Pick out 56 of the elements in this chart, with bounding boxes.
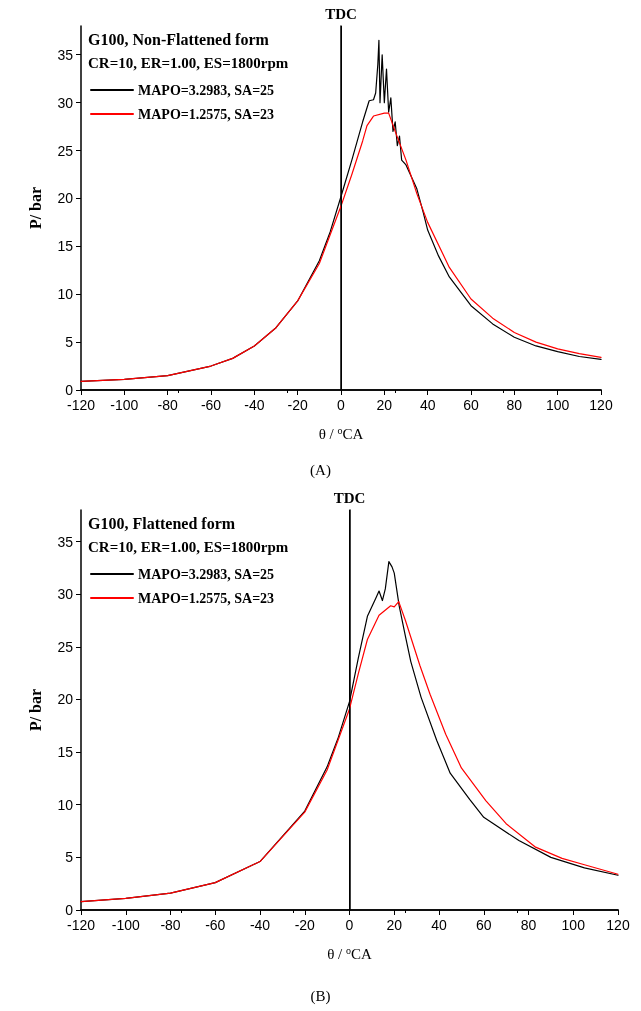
x-tick-label: 0	[345, 917, 354, 933]
y-tick-label: 5	[65, 334, 74, 351]
ref-line-label: TDC	[333, 489, 366, 506]
y-axis-title: P/ bar	[26, 186, 44, 230]
text: CR=10, ER=1.00, ES=1800rpm	[88, 54, 289, 71]
x-tick-label: -120	[66, 917, 96, 933]
legend-label: MAPO=1.2575, SA=23	[138, 106, 275, 122]
x-tick-label: -100	[111, 917, 140, 933]
legend-label: MAPO=3.2983, SA=25	[138, 82, 275, 98]
text: (A)	[309, 462, 332, 479]
y-tick-label: 20	[57, 190, 74, 207]
chart-title: G100, Flattened form	[88, 514, 236, 532]
text: (B)	[309, 988, 332, 1005]
x-tick-label: 100	[545, 397, 570, 413]
x-tick-label: -80	[157, 397, 178, 413]
y-tick-label: 10	[57, 796, 74, 813]
x-tick-label: 40	[419, 397, 436, 413]
x-tick-label: -100	[110, 397, 139, 413]
y-tick-label: 25	[57, 142, 74, 159]
legend-label: MAPO=1.2575, SA=23	[138, 590, 275, 606]
x-tick-label: 80	[520, 917, 537, 933]
x-tick-label: 80	[506, 397, 523, 413]
y-tick-label: 15	[57, 744, 74, 761]
x-tick-label: -40	[244, 397, 265, 413]
x-tick-label: -20	[294, 917, 316, 933]
x-tick-label: 20	[376, 397, 393, 413]
y-tick-label: 35	[57, 533, 74, 550]
x-tick-label: 20	[386, 917, 403, 933]
x-tick-label: 100	[561, 917, 586, 933]
x-tick-label: -60	[205, 917, 226, 933]
text: CR=10, ER=1.00, ES=1800rpm	[88, 538, 289, 555]
x-tick-label: 60	[463, 397, 479, 413]
y-tick-label: 30	[57, 586, 74, 603]
y-tick-label: 5	[65, 849, 74, 866]
y-tick-label: 0	[65, 902, 74, 918]
y-axis-title: P/ bar	[26, 688, 44, 732]
x-tick-label: -120	[66, 397, 96, 413]
x-tick-label: 0	[337, 397, 346, 413]
y-tick-label: 15	[57, 238, 74, 255]
x-tick-label: 40	[431, 917, 447, 933]
x-tick-label: 120	[589, 397, 613, 413]
ref-line-label: TDC	[325, 5, 357, 22]
y-tick-label: 35	[57, 46, 74, 63]
x-tick-label: 60	[475, 917, 492, 933]
y-tick-label: 20	[57, 691, 74, 708]
legend-label: MAPO=3.2983, SA=25	[138, 566, 275, 582]
x-tick-label: -20	[287, 397, 308, 413]
x-tick-label: 120	[606, 917, 630, 933]
x-tick-label: -80	[160, 917, 181, 933]
x-tick-label: -40	[249, 917, 271, 933]
chart-title: G100, Non-Flattened form	[88, 30, 270, 48]
y-tick-label: 25	[57, 638, 74, 655]
y-tick-label: 10	[57, 286, 74, 303]
y-tick-label: 30	[57, 94, 74, 111]
y-tick-label: 0	[65, 382, 74, 398]
x-tick-label: -60	[200, 397, 222, 413]
